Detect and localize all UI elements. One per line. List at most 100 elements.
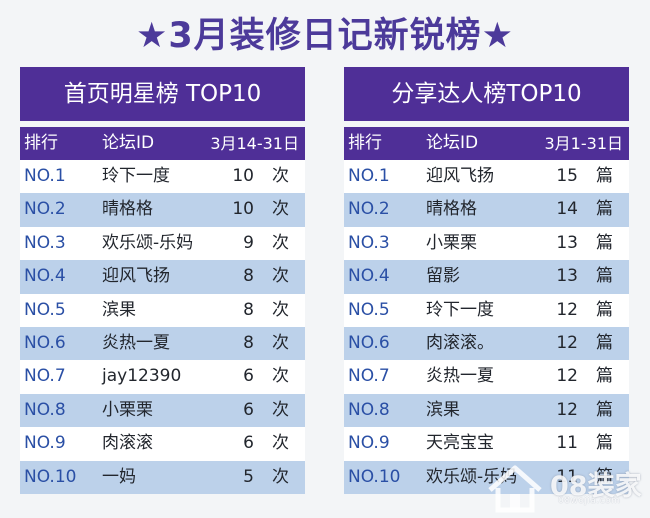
forum-id-cell: 迎风飞扬: [426, 166, 494, 186]
count-cell: 5: [243, 466, 254, 487]
rank-cell: NO.1: [24, 166, 66, 186]
rank-cell: NO.7: [24, 366, 66, 387]
table-row: NO.10 欢乐颂-乐妈 11 篇: [344, 460, 629, 494]
unit-cell: 篇: [596, 399, 613, 420]
rank-cell: NO.4: [24, 266, 66, 287]
board-title: 分享达人榜TOP10: [344, 67, 629, 121]
header-period: 3月14-31日: [210, 134, 299, 153]
unit-cell: 次: [272, 232, 289, 253]
count-cell: 9: [243, 232, 254, 253]
ranking-list: NO.1 玲下一度 10 次 NO.2 晴格格 10 次 NO.3 欢乐颂-乐妈 9 次 NO.4 迎风飞…: [20, 160, 305, 494]
ranking-list: NO.1 迎风飞扬 15 篇 NO.2 晴格格 14 篇 NO.3 小栗栗 13 篇 NO.4 留影 13 篇…: [344, 160, 629, 494]
forum-id-cell: 晴格格: [102, 199, 153, 220]
count-cell: 11: [556, 433, 578, 454]
table-row: NO.1 玲下一度 10 次: [20, 160, 305, 194]
count-cell: 8: [243, 332, 254, 353]
count-cell: 15: [556, 166, 578, 186]
count-cell: 6: [243, 399, 254, 420]
unit-cell: 篇: [596, 466, 613, 487]
forum-id-cell: 留影: [426, 266, 460, 287]
forum-id-cell: 玲下一度: [102, 166, 170, 186]
header-rank: 排行: [348, 133, 382, 153]
watermark-url: 08wojia.com: [558, 496, 621, 506]
table-row: NO.8 小栗栗 6 次: [20, 393, 305, 428]
unit-cell: 次: [272, 166, 289, 186]
rank-cell: NO.4: [348, 266, 390, 287]
rank-cell: NO.8: [24, 399, 66, 420]
count-cell: 11: [556, 466, 578, 487]
forum-id-cell: 滨果: [102, 299, 136, 320]
star-ranking-board: 首页明星榜 TOP10 排行 论坛ID 3月14-31日 NO.1 玲下一度 10 次…: [20, 67, 305, 494]
count-cell: 12: [556, 299, 578, 320]
count-cell: 13: [556, 232, 578, 253]
header-forum-id: 论坛ID: [426, 133, 479, 153]
forum-id-cell: jay12390: [102, 366, 182, 387]
forum-id-cell: 晴格格: [426, 199, 477, 220]
table-row: NO.7 jay12390 6 次: [20, 360, 305, 394]
table-row: NO.4 迎风飞扬 8 次: [20, 260, 305, 294]
count-cell: 8: [243, 299, 254, 320]
table-header: 排行 论坛ID 3月1-31日: [344, 127, 629, 160]
count-cell: 6: [243, 366, 254, 387]
unit-cell: 篇: [596, 366, 613, 387]
unit-cell: 次: [272, 399, 289, 420]
unit-cell: 次: [272, 466, 289, 487]
unit-cell: 篇: [596, 232, 613, 253]
count-cell: 14: [556, 199, 578, 220]
share-ranking-board: 分享达人榜TOP10 排行 论坛ID 3月1-31日 NO.1 迎风飞扬 15 篇 NO…: [344, 67, 629, 494]
watermark-text: 08装家: [550, 471, 642, 502]
rank-cell: NO.5: [24, 299, 66, 320]
unit-cell: 篇: [596, 299, 613, 320]
rank-cell: NO.10: [348, 466, 401, 487]
unit-cell: 篇: [596, 266, 613, 287]
rank-cell: NO.9: [348, 433, 390, 454]
forum-id-cell: 炎热一夏: [426, 366, 494, 387]
table-row: NO.9 肉滚滚 6 次: [20, 427, 305, 461]
forum-id-cell: 滨果: [426, 399, 460, 420]
forum-id-cell: 迎风飞扬: [102, 266, 170, 287]
table-row: NO.1 迎风飞扬 15 篇: [344, 160, 629, 194]
page-title: ★3月装修日记新锐榜★: [135, 16, 515, 56]
board-title: 首页明星榜 TOP10: [20, 67, 305, 121]
rank-cell: NO.6: [348, 332, 390, 353]
table-row: NO.10 一妈 5 次: [20, 460, 305, 494]
table-row: NO.6 肉滚滚。 12 篇: [344, 326, 629, 361]
unit-cell: 篇: [596, 433, 613, 454]
forum-id-cell: 玲下一度: [426, 299, 494, 320]
rank-cell: NO.2: [348, 199, 390, 220]
table-row: NO.5 玲下一度 12 篇: [344, 293, 629, 327]
header-forum-id: 论坛ID: [102, 133, 155, 153]
rank-cell: NO.3: [348, 232, 390, 253]
forum-id-cell: 炎热一夏: [102, 332, 170, 353]
unit-cell: 篇: [596, 332, 613, 353]
rank-cell: NO.5: [348, 299, 390, 320]
count-cell: 10: [232, 199, 254, 220]
rank-cell: NO.7: [348, 366, 390, 387]
count-cell: 12: [556, 366, 578, 387]
forum-id-cell: 肉滚滚。: [426, 332, 494, 353]
table-row: NO.3 小栗栗 13 篇: [344, 226, 629, 261]
rank-cell: NO.10: [24, 466, 77, 487]
count-cell: 13: [556, 266, 578, 287]
table-row: NO.8 滨果 12 篇: [344, 393, 629, 428]
forum-id-cell: 天亮宝宝: [426, 433, 494, 454]
forum-id-cell: 欢乐颂-乐妈: [426, 466, 518, 487]
unit-cell: 次: [272, 433, 289, 454]
unit-cell: 次: [272, 366, 289, 387]
rank-cell: NO.1: [348, 166, 390, 186]
table-row: NO.2 晴格格 10 次: [20, 193, 305, 227]
unit-cell: 次: [272, 332, 289, 353]
house-icon: [488, 465, 542, 513]
table-row: NO.9 天亮宝宝 11 篇: [344, 427, 629, 461]
rank-cell: NO.8: [348, 399, 390, 420]
site-watermark-logo: 08装家 08wojia.com: [484, 462, 644, 514]
header-period: 3月1-31日: [544, 134, 624, 153]
count-cell: 12: [556, 399, 578, 420]
unit-cell: 篇: [596, 199, 613, 220]
header-rank: 排行: [24, 133, 58, 153]
rank-cell: NO.2: [24, 199, 66, 220]
table-row: NO.5 滨果 8 次: [20, 293, 305, 327]
table-row: NO.6 炎热一夏 8 次: [20, 326, 305, 361]
count-cell: 10: [232, 166, 254, 186]
table-row: NO.4 留影 13 篇: [344, 260, 629, 294]
